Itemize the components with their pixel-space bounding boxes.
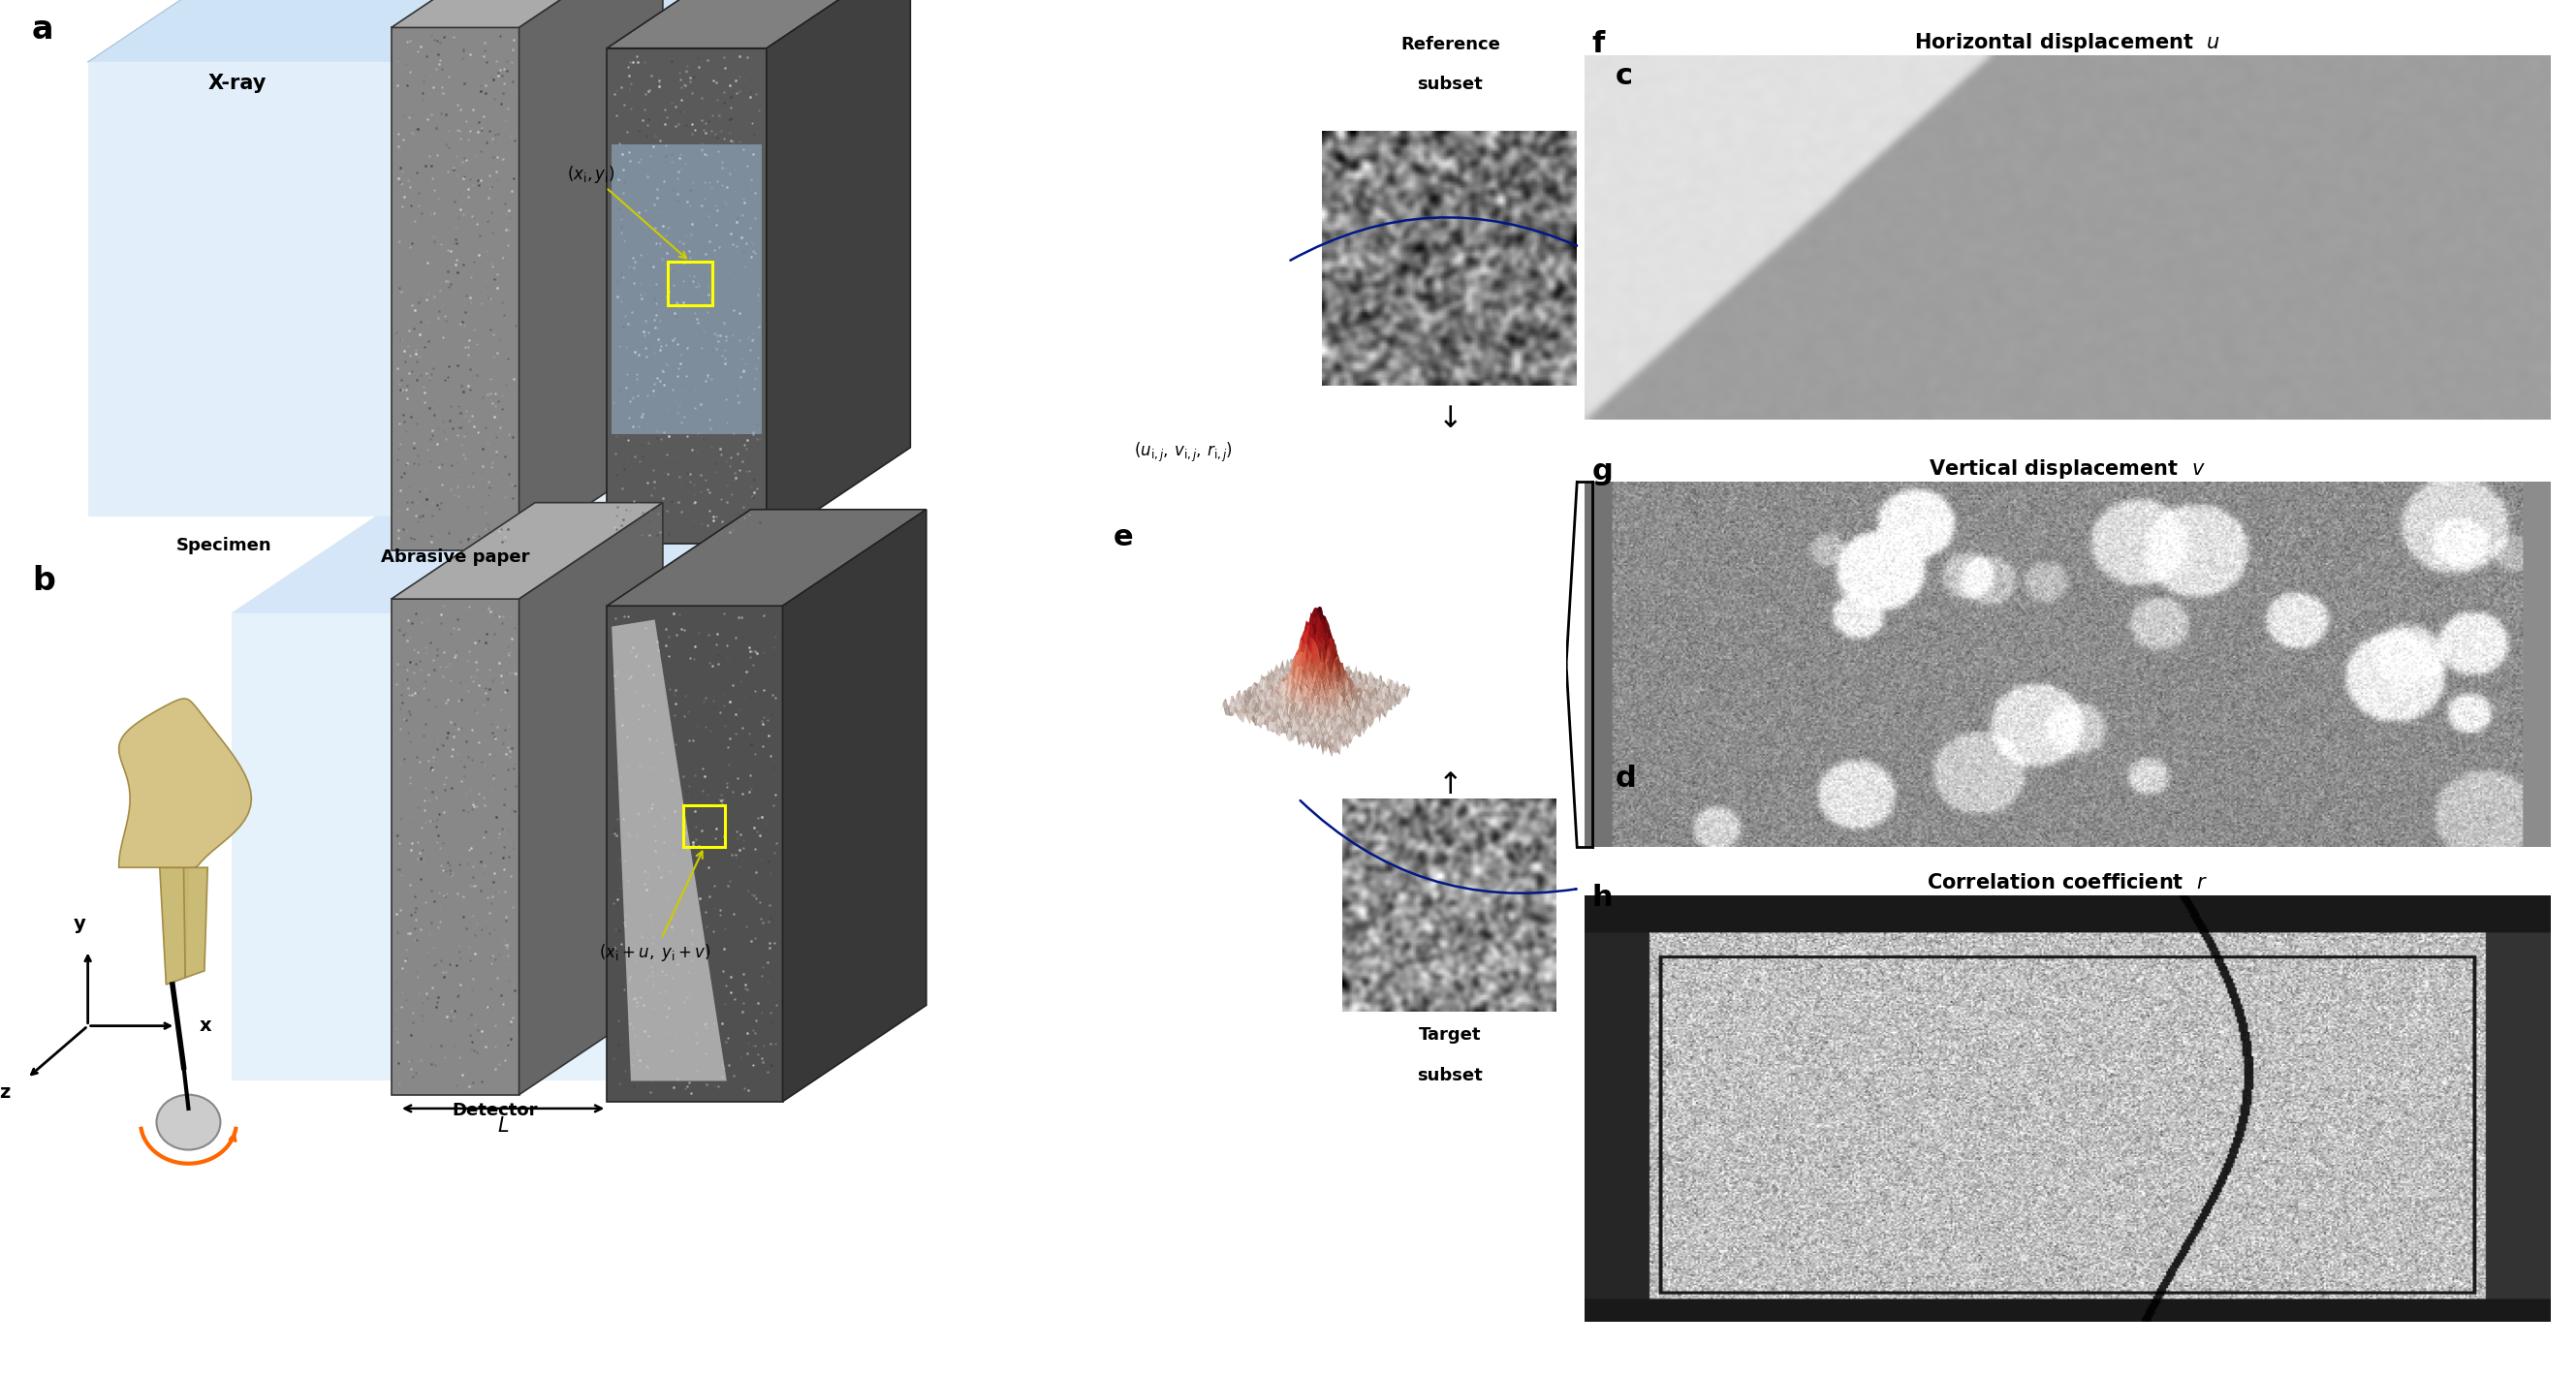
Title: Correlation coefficient  $\mathit{r}$: Correlation coefficient $\mathit{r}$: [1927, 873, 2208, 892]
Text: g: g: [1592, 457, 1613, 485]
Polygon shape: [232, 516, 814, 613]
Text: Reference: Reference: [1401, 36, 1499, 54]
Polygon shape: [768, 0, 909, 544]
Text: z: z: [0, 1082, 10, 1102]
Text: f: f: [1592, 30, 1605, 58]
Polygon shape: [608, 509, 927, 606]
Text: b: b: [31, 565, 54, 596]
Polygon shape: [160, 868, 188, 985]
Polygon shape: [232, 613, 670, 1081]
Polygon shape: [88, 62, 670, 516]
Polygon shape: [611, 145, 762, 434]
Text: h: h: [1592, 884, 1613, 912]
Title: Vertical displacement  $\mathit{v}$: Vertical displacement $\mathit{v}$: [1929, 457, 2205, 481]
Text: subset: subset: [1417, 76, 1484, 94]
Text: X-ray: X-ray: [209, 74, 265, 94]
Text: e: e: [1113, 523, 1133, 551]
Text: c: c: [1615, 62, 1633, 90]
Bar: [667, 262, 714, 306]
Text: $(x_{\rm i},y_{\rm i})$: $(x_{\rm i},y_{\rm i})$: [567, 164, 685, 259]
Polygon shape: [88, 0, 814, 62]
Text: Abrasive paper: Abrasive paper: [381, 548, 531, 566]
Text: Target: Target: [1419, 1026, 1481, 1044]
Text: $L$: $L$: [497, 1117, 510, 1136]
Polygon shape: [608, 0, 909, 48]
Polygon shape: [518, 503, 662, 1095]
Polygon shape: [392, 28, 518, 551]
Text: d: d: [1615, 764, 1636, 792]
Polygon shape: [183, 868, 209, 978]
Text: subset: subset: [1417, 1067, 1484, 1085]
Polygon shape: [608, 606, 783, 1102]
Polygon shape: [783, 509, 927, 1102]
Text: x: x: [201, 1016, 211, 1036]
Text: $(x_{\rm i}+u,\ y_{\rm i}+v)$: $(x_{\rm i}+u,\ y_{\rm i}+v)$: [598, 851, 711, 963]
Text: y: y: [75, 914, 85, 934]
Text: ↓: ↓: [1437, 405, 1463, 432]
Polygon shape: [392, 0, 662, 28]
Bar: [683, 806, 724, 847]
Text: Detector: Detector: [453, 1102, 538, 1120]
Polygon shape: [392, 599, 518, 1095]
Text: Specimen: Specimen: [175, 537, 270, 555]
Text: $(u_{{\rm i},j},\,v_{{\rm i},j},\,r_{{\rm i},j})$: $(u_{{\rm i},j},\,v_{{\rm i},j},\,r_{{\r…: [1133, 441, 1231, 464]
Circle shape: [157, 1095, 222, 1150]
Polygon shape: [392, 503, 662, 599]
Polygon shape: [118, 698, 252, 868]
Polygon shape: [611, 620, 726, 1081]
Text: a: a: [31, 14, 54, 45]
Text: ↑: ↑: [1437, 771, 1463, 799]
Polygon shape: [518, 0, 662, 551]
Polygon shape: [608, 48, 768, 544]
Title: Horizontal displacement  $\mathit{u}$: Horizontal displacement $\mathit{u}$: [1914, 30, 2221, 54]
